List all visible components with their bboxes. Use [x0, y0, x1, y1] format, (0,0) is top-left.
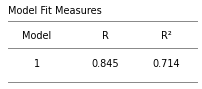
Text: 0.714: 0.714 [152, 59, 179, 69]
Text: 1: 1 [33, 59, 39, 69]
Text: 0.845: 0.845 [91, 59, 119, 69]
Text: R²: R² [160, 31, 171, 41]
Text: Model Fit Measures: Model Fit Measures [8, 6, 101, 16]
Text: Model: Model [22, 31, 51, 41]
Text: R: R [102, 31, 108, 41]
